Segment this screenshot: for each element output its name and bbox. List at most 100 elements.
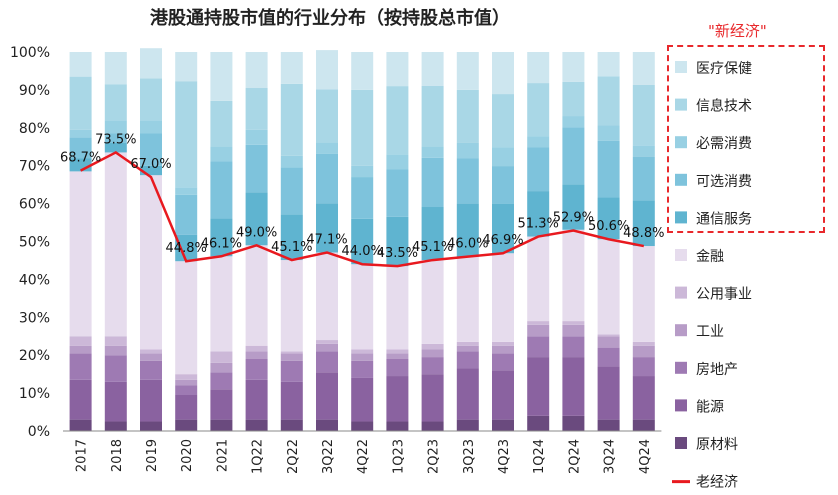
bar-segment — [175, 374, 198, 380]
bar-segment — [456, 256, 479, 342]
bar-segment — [245, 245, 268, 346]
bar-segment — [632, 376, 655, 420]
line-data-label: 44.0% — [342, 244, 383, 259]
bar-segment — [386, 266, 409, 350]
x-tick-label: 2018 — [110, 439, 125, 472]
bar-segment — [140, 421, 162, 431]
bar-segment — [456, 419, 479, 431]
bar-segment — [492, 419, 514, 431]
bar-segment — [632, 200, 655, 247]
bar-segment — [175, 194, 198, 235]
legend-swatch — [675, 361, 687, 374]
bar-segment — [140, 379, 162, 422]
bar-segment — [562, 81, 585, 117]
bar-segment — [562, 415, 585, 431]
bar-segment — [175, 187, 198, 195]
bar-segment — [562, 324, 585, 337]
bar-segment — [140, 48, 162, 79]
bar-segment — [527, 136, 550, 148]
bar-segment — [421, 343, 444, 350]
bar-segment — [140, 353, 162, 361]
bar-segment — [562, 336, 585, 358]
bar-segment — [351, 89, 374, 166]
bar-segment — [456, 142, 479, 159]
line-data-label: 50.6% — [588, 219, 629, 234]
bar-segment — [245, 345, 268, 352]
bar-segment — [104, 120, 127, 134]
line-data-label: 51.3% — [518, 217, 559, 232]
bar-segment — [351, 52, 374, 90]
bar-segment — [597, 419, 620, 431]
bar-segment — [210, 362, 233, 373]
bar-segment — [140, 349, 162, 354]
bar-segment — [175, 52, 198, 82]
bar-segment — [140, 175, 162, 350]
bar-segment — [245, 192, 268, 246]
bar-segment — [492, 94, 514, 148]
bar-segment — [527, 324, 550, 337]
line-data-label: 46.0% — [447, 237, 488, 252]
legend-label: 公用事业 — [696, 287, 752, 303]
bar-segment — [562, 184, 585, 230]
y-tick-label: 70% — [19, 159, 50, 175]
bar-segment — [421, 52, 444, 86]
legend-label: 医疗保健 — [696, 61, 752, 77]
bar-segment — [69, 76, 92, 130]
legend-swatch — [675, 399, 687, 412]
bar-segment — [562, 229, 585, 322]
bar-segment — [456, 52, 479, 90]
bar-segment — [456, 203, 479, 257]
bar-segment — [527, 357, 550, 416]
bar-segment — [175, 261, 198, 375]
bar-segment — [421, 157, 444, 208]
bar-segment — [386, 86, 409, 155]
bar-segment — [210, 218, 233, 257]
bar-segment — [280, 351, 303, 354]
bar-segment — [562, 116, 585, 128]
x-tick-label: 4Q24 — [638, 439, 653, 474]
bar-segment — [351, 353, 374, 361]
bar-segment — [104, 152, 127, 337]
bar-segment — [140, 165, 162, 176]
bar-segment — [210, 146, 233, 162]
y-tick-label: 100% — [10, 45, 50, 61]
bar-segment — [210, 161, 233, 219]
bar-segment — [527, 147, 550, 192]
bar-segment — [492, 166, 514, 204]
line-data-label: 46.9% — [482, 233, 523, 248]
legend-label: 老经济 — [696, 475, 738, 491]
bar-segment — [280, 419, 303, 431]
x-tick-label: 4Q22 — [356, 439, 371, 474]
bar-segment — [386, 358, 409, 377]
bar-segment — [421, 357, 444, 375]
x-tick-label: 3Q24 — [603, 439, 618, 474]
bar-segment — [492, 353, 514, 371]
line-data-label: 46.1% — [201, 236, 242, 251]
bar-segment — [386, 349, 409, 354]
legend-label: 通信服务 — [696, 211, 752, 227]
bar-segment — [492, 147, 514, 167]
bar-segment — [527, 321, 550, 325]
legend-swatch — [675, 136, 687, 149]
bar-segment — [492, 52, 514, 95]
bar-segment — [69, 345, 92, 354]
bar-segment — [175, 394, 198, 420]
bar-segment — [456, 368, 479, 420]
legend-swatch — [675, 211, 687, 224]
bar-segment — [527, 83, 550, 137]
line-data-label: 52.9% — [553, 211, 594, 226]
line-data-label: 68.7% — [60, 151, 101, 166]
bar-segment — [280, 155, 303, 168]
bar-segment — [597, 125, 620, 141]
bar-segment — [245, 129, 268, 145]
y-tick-label: 80% — [19, 121, 50, 137]
bar-segment — [597, 140, 620, 198]
bar-segment — [316, 153, 338, 204]
x-tick-label: 1Q24 — [532, 439, 547, 474]
bar-segment — [632, 156, 655, 201]
bar-segment — [69, 353, 92, 380]
bar-segment — [104, 355, 127, 382]
y-tick-label: 20% — [19, 348, 50, 364]
line-data-label: 49.0% — [236, 225, 277, 240]
